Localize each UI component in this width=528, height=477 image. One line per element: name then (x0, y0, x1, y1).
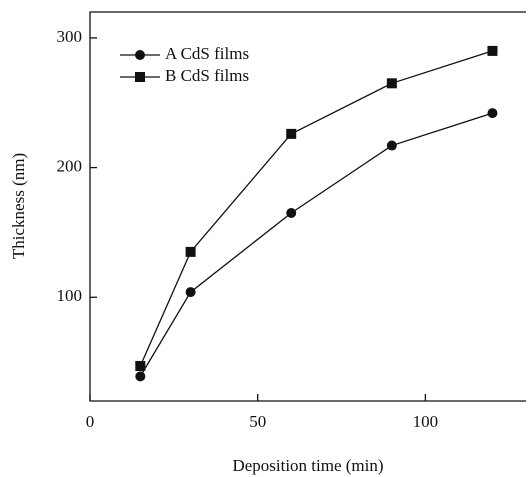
data-point (185, 246, 196, 257)
legend-marker (135, 50, 145, 60)
axes-frame (89, 11, 526, 402)
legend-label: B CdS films (165, 66, 249, 85)
x-tick-label: 0 (86, 412, 95, 431)
y-tick-label: 300 (57, 27, 83, 46)
data-point (487, 45, 498, 56)
x-axis-label: Deposition time (min) (232, 456, 383, 475)
x-tick-label: 50 (249, 412, 266, 431)
legend-marker (135, 72, 145, 82)
legend-label: A CdS films (165, 44, 249, 63)
y-axis-label: Thickness (nm) (9, 153, 28, 259)
data-point (487, 108, 498, 119)
data-point (286, 128, 297, 139)
y-tick-label: 100 (57, 286, 83, 305)
data-point (135, 371, 146, 382)
series-line (139, 50, 493, 367)
y-tick-label: 200 (57, 157, 83, 176)
data-point (185, 287, 196, 298)
x-tick-label: 100 (413, 412, 439, 431)
data-point (286, 207, 297, 218)
data-point (386, 140, 397, 151)
series-line (139, 112, 493, 377)
data-point (386, 78, 397, 89)
data-point (135, 360, 146, 371)
